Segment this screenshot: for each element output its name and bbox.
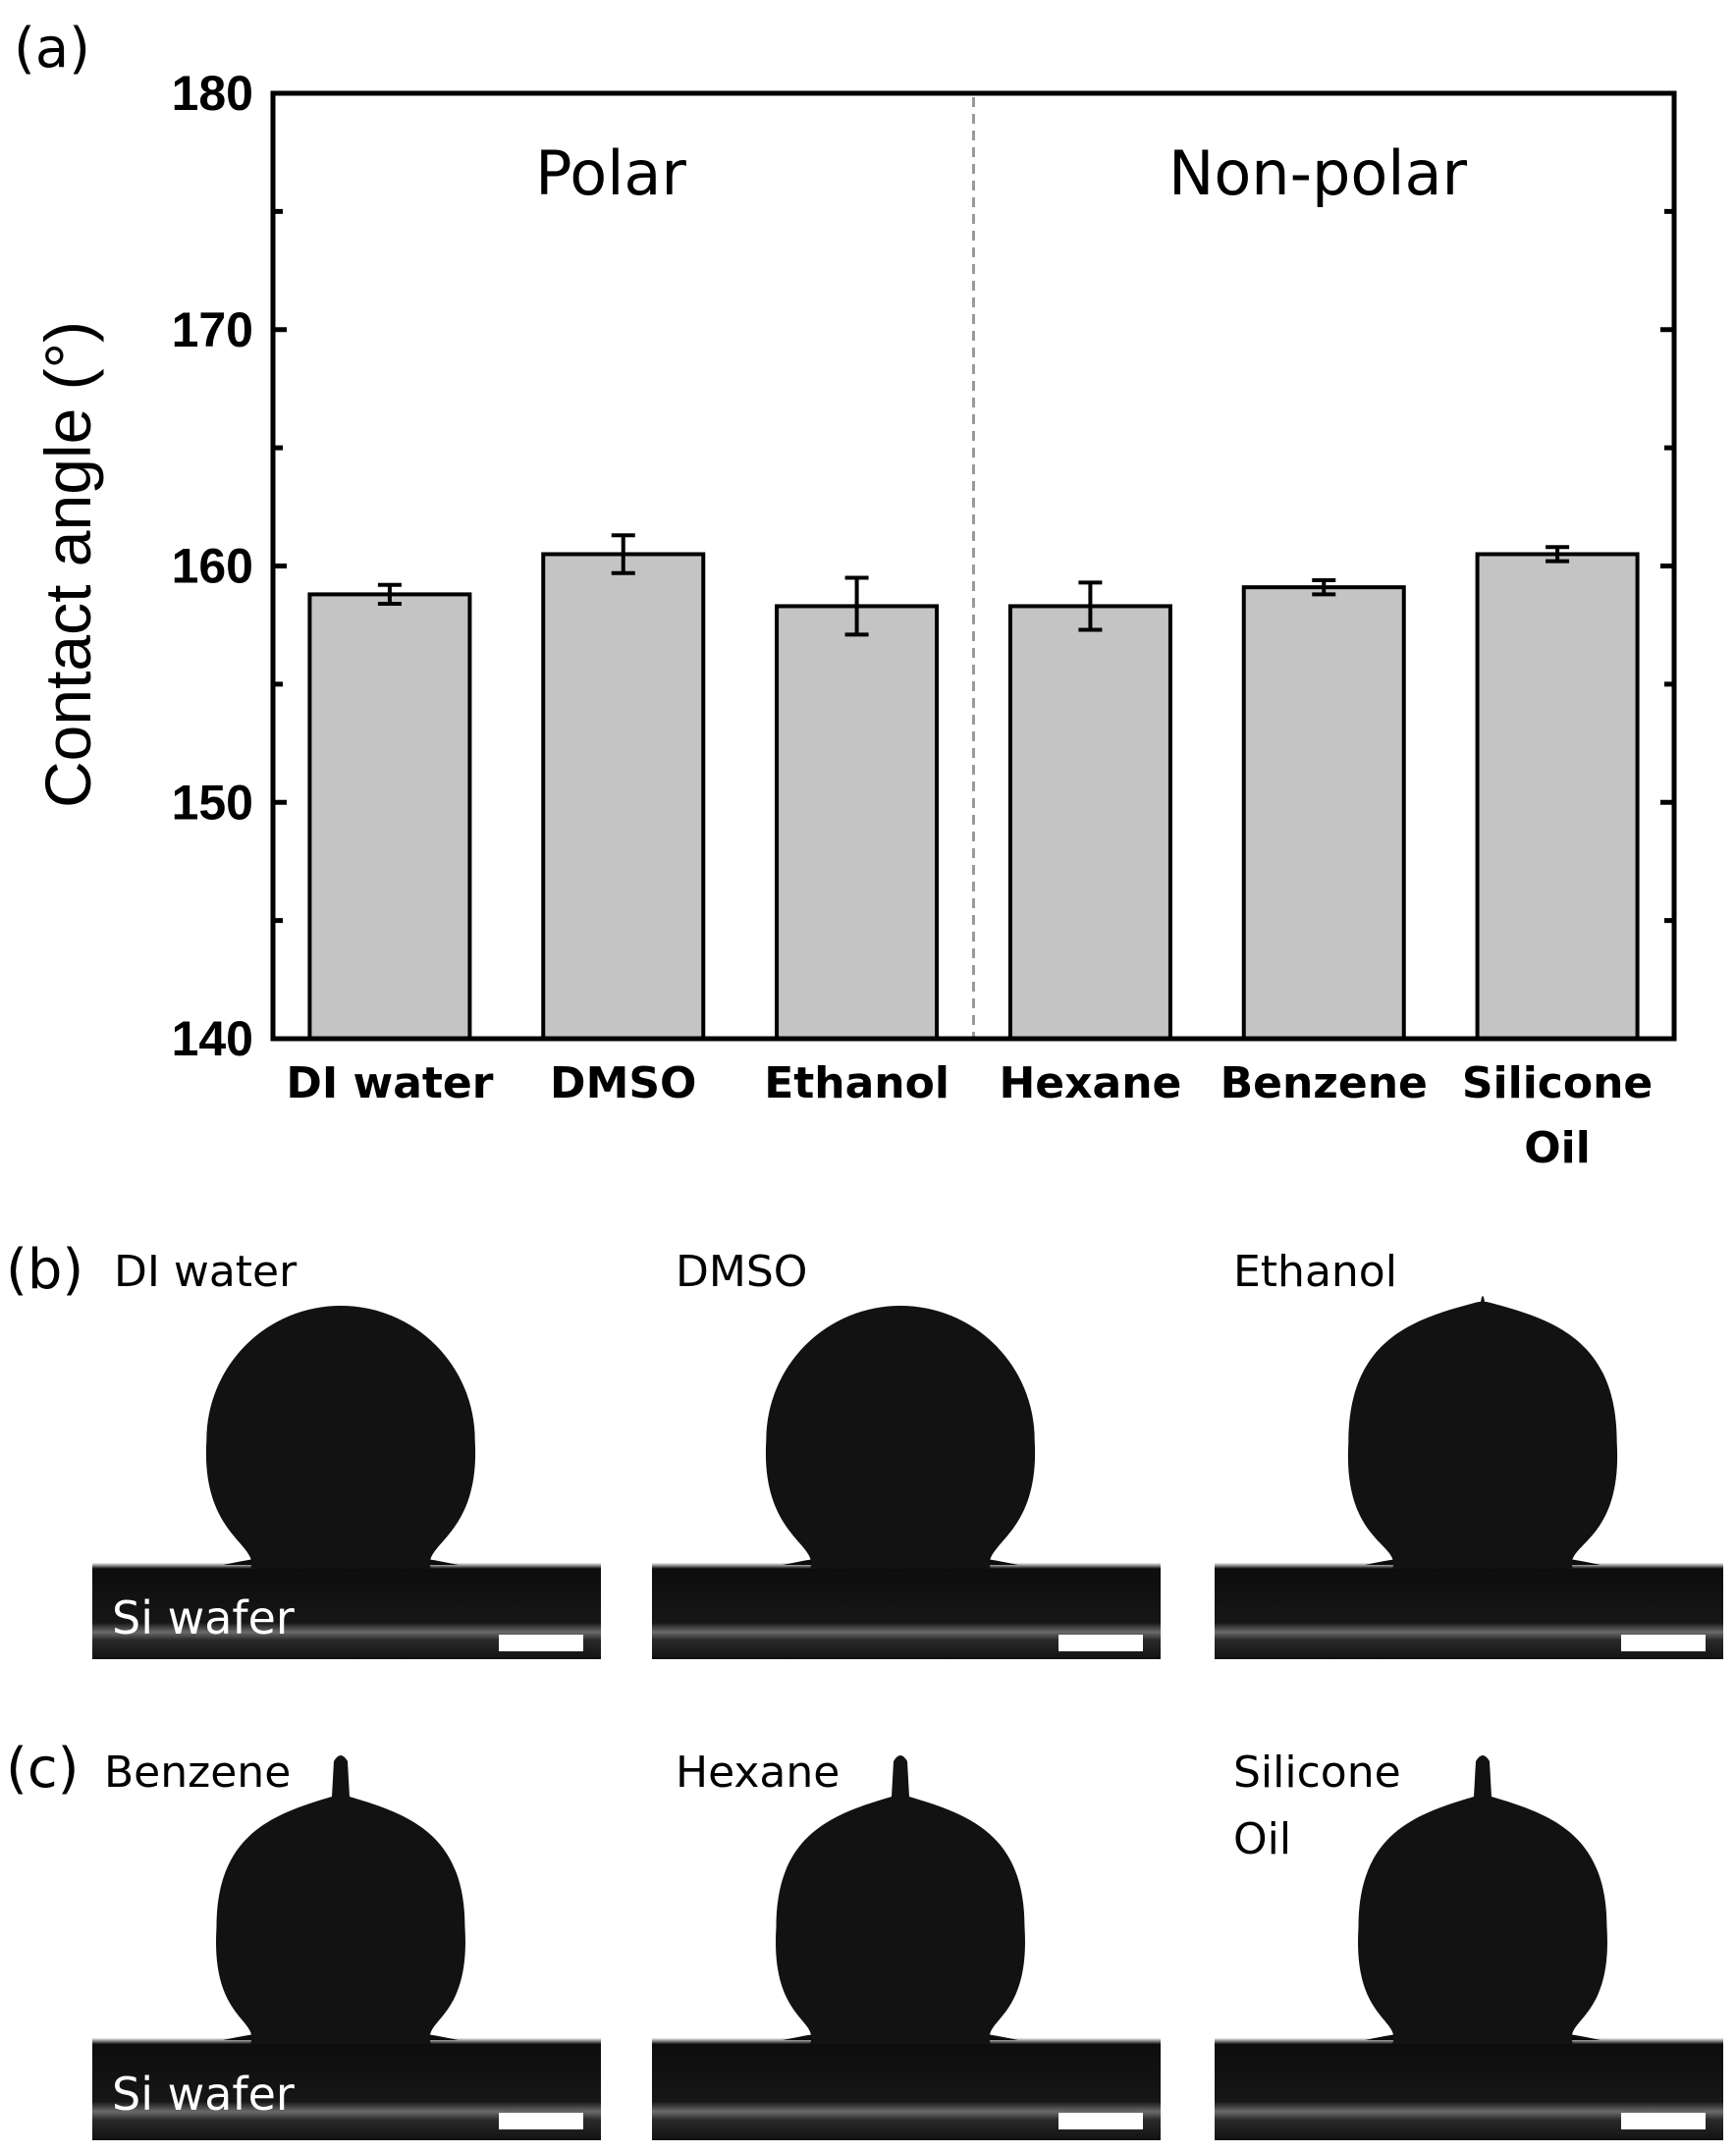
group-label-polar: Polar [535,137,686,209]
panel-label-b: (b) [6,1238,83,1302]
scale-bar [1621,1635,1706,1651]
y-tick-label: 150 [172,775,253,830]
error-bar-5 [1546,545,1570,564]
liquid-label: Benzene [104,1748,291,1798]
bar-0 [307,592,472,1041]
panel-label-a: (a) [14,17,90,81]
y-axis-label: Contact angle (°) [31,321,104,808]
droplet-photo: Benzene Si wafer [92,1748,601,2140]
y-tick-label: 140 [172,1011,253,1066]
error-bar-0 [377,582,402,607]
scale-bar [1058,2113,1143,2129]
droplet-photo: DI water Si wafer [92,1247,601,1659]
scale-bar [1621,2113,1706,2129]
error-bar-2 [844,575,869,637]
bar-1 [541,552,706,1042]
error-bar-4 [1312,577,1336,597]
category-label: Hexane [999,1058,1181,1108]
si-wafer-label: Si wafer [112,1591,295,1644]
liquid-label: Oil [1233,1814,1291,1864]
droplet-photos: DI water Si wafer DMSO Ethanol Benzene Si waf… [92,1247,1723,2140]
droplet [776,1755,1025,2044]
liquid-label: Silicone [1233,1748,1401,1798]
panel-label-c: (c) [6,1737,79,1801]
y-tick-label: 160 [172,539,253,594]
category-label: DMSO [550,1058,696,1108]
bar-4 [1241,585,1406,1041]
liquid-label: Ethanol [1233,1247,1397,1297]
category-label: Ethanol [764,1058,949,1108]
droplet [205,1306,476,1569]
bar-5 [1475,552,1640,1042]
si-wafer-label: Si wafer [112,2068,295,2121]
category-label: Silicone [1462,1058,1653,1108]
group-label-nonpolar: Non-polar [1168,137,1467,209]
droplet-photo: Hexane [652,1748,1161,2140]
scale-bar [1058,1635,1143,1651]
liquid-label: Hexane [676,1748,840,1798]
bar-2 [775,604,940,1041]
droplet [1358,1755,1607,2044]
category-label: Benzene [1221,1058,1428,1108]
error-bar-3 [1078,580,1103,632]
category-label: Oil [1524,1123,1591,1173]
y-tick-label: 170 [172,302,253,357]
droplet [1347,1296,1618,1569]
scale-bar [499,2113,583,2129]
droplet-photo: DMSO [652,1247,1161,1659]
liquid-label: DI water [114,1247,298,1297]
category-label: DI water [286,1058,493,1108]
error-bar-1 [611,533,635,575]
droplet-photo: Silicone Oil [1215,1748,1723,2140]
droplet [765,1305,1036,1569]
bar-3 [1007,604,1172,1041]
liquid-label: DMSO [676,1247,807,1297]
droplet [216,1755,465,2044]
bar-chart: Contact angle (°) Polar Non-polar 140 150… [31,66,1677,1173]
scale-bar [499,1635,583,1651]
droplet-photo: Ethanol [1215,1247,1723,1659]
y-tick-label: 180 [172,66,253,121]
